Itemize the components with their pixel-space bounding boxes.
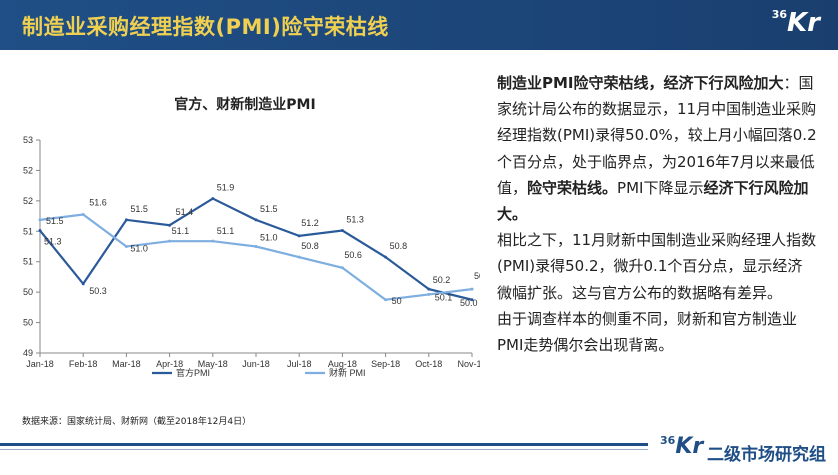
data-point xyxy=(81,213,85,217)
legend-label: 财新 PMI xyxy=(329,367,366,378)
data-point xyxy=(384,298,388,302)
footer-logo: 36Kr xyxy=(660,434,704,459)
data-point xyxy=(427,292,431,296)
data-label: 51.0 xyxy=(260,233,278,243)
y-tick-label: 52 xyxy=(23,196,33,206)
data-label: 51.0 xyxy=(130,244,148,254)
brand-logo: 36Kr xyxy=(771,8,820,38)
data-point xyxy=(427,287,431,291)
y-tick-label: 50 xyxy=(23,287,33,297)
x-tick-label: Apr-18 xyxy=(156,359,183,369)
footer-divider xyxy=(0,443,648,446)
series-line-1 xyxy=(39,197,473,301)
x-tick-label: Jul-18 xyxy=(287,359,312,369)
data-label: 51.5 xyxy=(46,216,64,226)
data-point xyxy=(38,218,42,222)
data-label: 50.2 xyxy=(433,275,451,285)
x-tick-label: Feb-18 xyxy=(69,359,98,369)
data-point xyxy=(124,218,128,222)
data-label: 50 xyxy=(392,296,402,306)
y-tick-label: 49 xyxy=(23,348,33,358)
paragraph-3: 由于调查样本的侧重不同，财新和官方制造业PMI走势偶尔会出现背离。 xyxy=(497,309,798,355)
data-label: 50.8 xyxy=(390,241,408,251)
data-point xyxy=(124,245,128,248)
data-point xyxy=(168,223,172,227)
data-point xyxy=(211,239,215,243)
footer-divider-thin xyxy=(0,449,648,450)
y-tick-label: 51 xyxy=(23,226,33,236)
paragraph-1: 制造业PMI险守荣枯线，经济下行风险加大：国家统计局公布的数据显示，11月中国制… xyxy=(497,74,817,224)
data-label: 51.1 xyxy=(217,226,235,236)
data-label: 51.2 xyxy=(301,218,319,228)
data-point xyxy=(168,239,172,243)
data-point xyxy=(340,266,344,270)
paragraph-2: 相比之下，11月财新中国制造业采购经理人指数(PMI)录得50.2，微升0.1个… xyxy=(497,231,817,302)
x-tick-label: May-18 xyxy=(198,359,228,369)
pmi-chart: 官方、财新制造业PMI 53 52 52 51 51 50 50 49 Jan-18 Feb-18… xyxy=(10,90,492,390)
data-point xyxy=(340,229,344,233)
data-point xyxy=(470,298,474,302)
data-label: 51.5 xyxy=(130,204,148,214)
data-point xyxy=(297,234,301,238)
x-tick-label: Mar-18 xyxy=(112,359,141,369)
data-source-note: 数据来源：国家统计局、财新网（截至2018年12月4日） xyxy=(22,417,252,427)
x-tick-label: Sep-18 xyxy=(371,359,400,369)
data-label: 51.3 xyxy=(346,215,364,225)
x-tick-label: Oct-18 xyxy=(415,359,442,369)
chart-title: 官方、财新制造业PMI xyxy=(174,97,316,113)
data-point xyxy=(470,287,474,291)
x-tick-label: Jun-18 xyxy=(242,359,270,369)
data-point xyxy=(254,218,258,222)
page-title: 制造业采购经理指数(PMI)险守荣枯线 xyxy=(22,15,389,39)
data-point xyxy=(254,245,258,248)
data-label: 50.0 xyxy=(460,298,478,308)
data-label: 51.3 xyxy=(44,237,62,247)
y-tick-label: 52 xyxy=(23,165,33,175)
data-label: 51.6 xyxy=(89,198,107,208)
data-point xyxy=(211,197,215,201)
x-tick-label: Nov-18 xyxy=(457,359,480,369)
header-bar: 制造业采购经理指数(PMI)险守荣枯线 36Kr xyxy=(0,0,838,50)
data-label: 50.6 xyxy=(344,250,362,260)
data-point xyxy=(384,255,388,259)
x-tick-label: Aug-18 xyxy=(328,359,357,369)
data-point xyxy=(81,282,85,286)
data-label: 50.8 xyxy=(301,241,319,251)
data-label: 51.5 xyxy=(260,204,278,214)
data-label: 51.1 xyxy=(172,226,190,236)
y-tick-label: 53 xyxy=(23,135,33,145)
data-point xyxy=(297,255,301,259)
data-point xyxy=(38,229,42,233)
y-tick-label: 50 xyxy=(23,318,33,328)
y-tick-label: 51 xyxy=(23,257,33,267)
data-label: 50.2 xyxy=(474,271,480,281)
data-label: 50.1 xyxy=(435,292,453,302)
analysis-text: 制造业PMI险守荣枯线，经济下行风险加大：国家统计局公布的数据显示，11月中国制… xyxy=(497,70,817,358)
footer-team-name: 二级市场研究组 xyxy=(707,445,826,465)
data-label: 50.3 xyxy=(89,286,107,296)
x-tick-label: Jan-18 xyxy=(26,359,54,369)
data-label: 51.9 xyxy=(217,183,235,193)
legend-label: 官方PMI xyxy=(176,367,210,378)
data-label: 51.4 xyxy=(176,207,194,217)
